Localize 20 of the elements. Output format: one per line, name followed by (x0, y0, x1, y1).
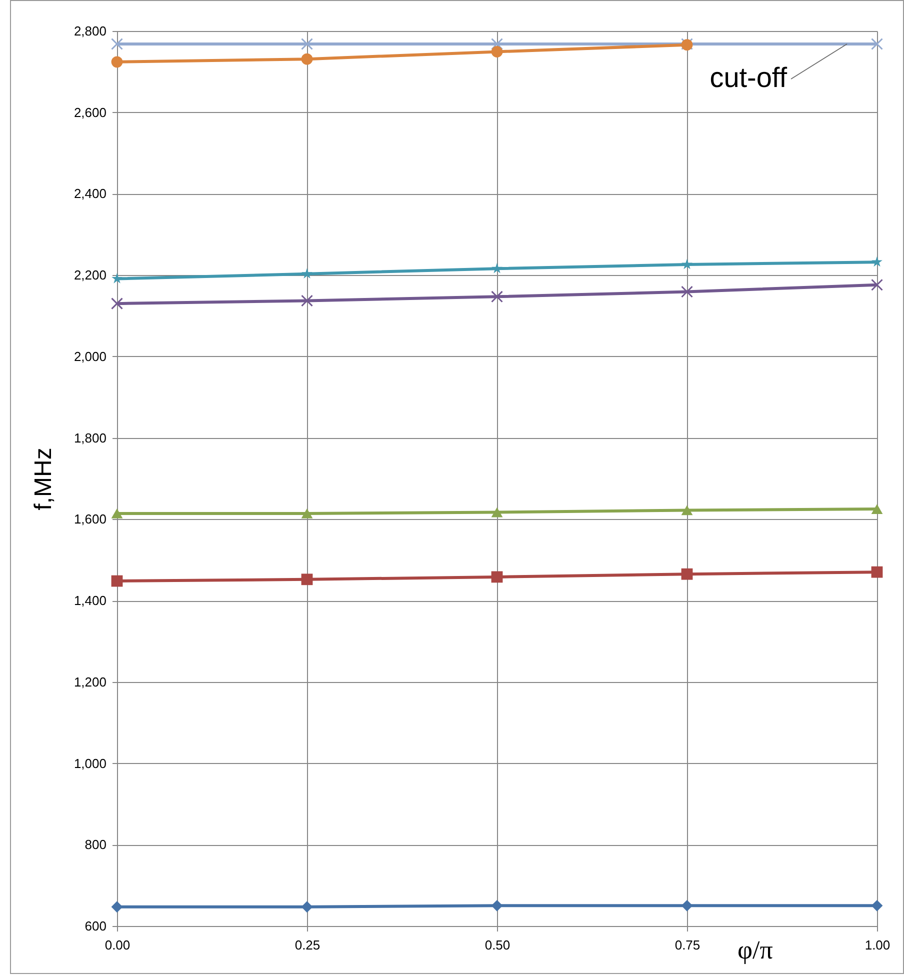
y-tick-label: 800 (84, 837, 106, 852)
series-label: cut-off (710, 62, 788, 94)
y-tick-label: 2,800 (74, 24, 106, 38)
y-tick-label: 2,000 (74, 348, 106, 364)
y-tick-label: 1,200 (74, 674, 106, 690)
x-axis-title: φ/π (738, 936, 773, 964)
y-tick-label: 1,600 (74, 512, 106, 527)
y-tick-label: 1,400 (74, 593, 106, 608)
y-tick-label: 2,600 (74, 104, 106, 120)
x-tick-label: 0.25 (294, 938, 320, 952)
x-tick-label: 0.00 (104, 938, 130, 952)
y-tick-label: 1,800 (74, 430, 106, 446)
y-tick-label: 1,000 (74, 756, 106, 771)
y-tick-label: 600 (84, 918, 106, 934)
x-tick-label: 0.75 (674, 938, 700, 952)
y-tick-label: 2,400 (74, 186, 106, 202)
y-axis-title: f,MHz (30, 448, 57, 510)
y-tick-label: 2,200 (74, 268, 106, 283)
x-tick-label: 1.00 (864, 938, 890, 952)
x-tick-label: 0.50 (484, 938, 510, 952)
